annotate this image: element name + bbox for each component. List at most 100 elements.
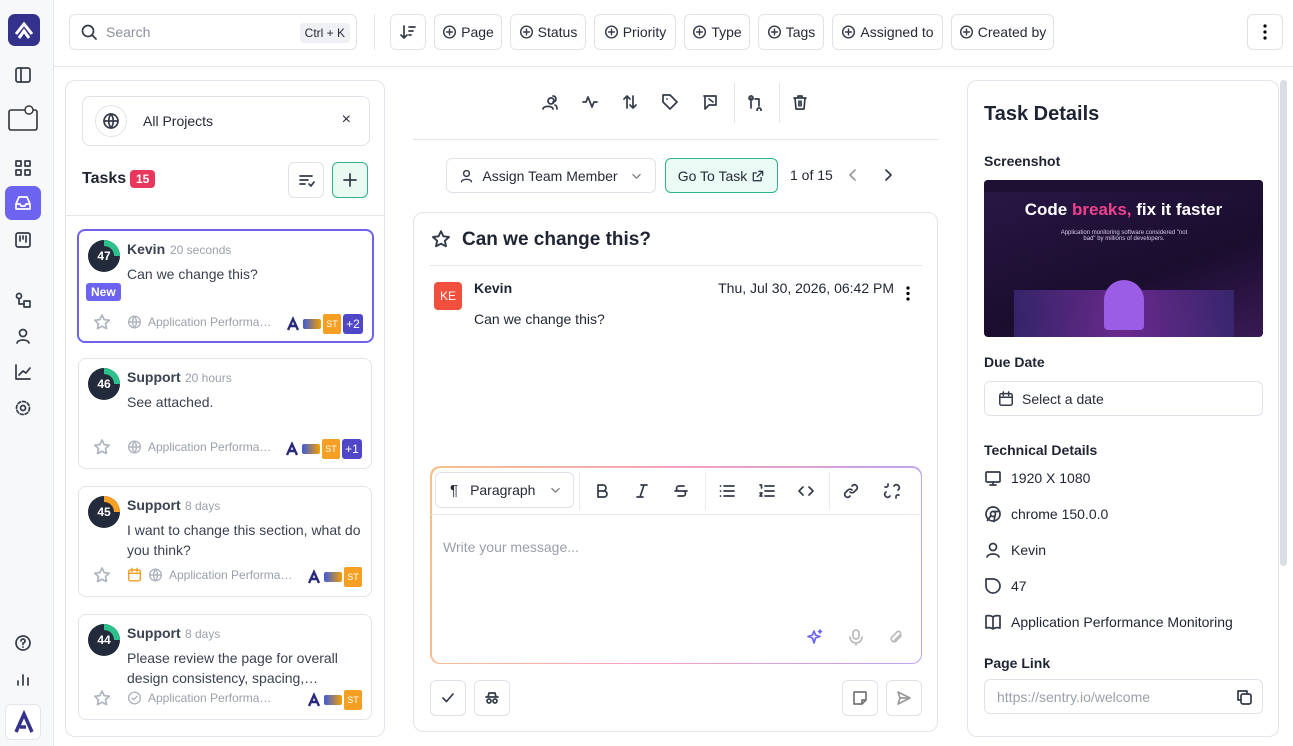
more-assignees: +1 [342, 439, 362, 459]
task-meta: Application Performa… [93, 689, 271, 707]
more-button[interactable] [1247, 14, 1283, 50]
format-button[interactable] [883, 482, 901, 505]
search-box[interactable]: Search Ctrl + K [69, 14, 357, 50]
task-card[interactable]: 44 Support 8 days Please review the page… [78, 614, 372, 720]
assignees: ST [306, 690, 362, 710]
project-select[interactable]: All Projects × [82, 96, 370, 146]
format-button[interactable] [633, 482, 651, 505]
message-text: Can we change this? [474, 311, 605, 327]
send-button[interactable] [886, 680, 922, 716]
filter-label: Tags [785, 24, 816, 40]
task-meta: Application Performa… [93, 438, 271, 456]
task-panel [65, 80, 385, 737]
mic-button[interactable] [847, 628, 865, 646]
sort-button[interactable] [390, 14, 426, 50]
tech-row: 1920 X 1080 [984, 469, 1090, 487]
assignee: ST [344, 690, 362, 710]
score: 47 [97, 249, 111, 263]
nav-icon[interactable] [14, 363, 32, 381]
filter-chip[interactable]: Priority [594, 14, 676, 50]
filter-chip[interactable]: Page [434, 14, 502, 50]
tech-value: 1920 X 1080 [1011, 470, 1091, 486]
format-button[interactable] [842, 482, 860, 505]
task-author: Kevin [127, 241, 166, 257]
assignee: ST [322, 439, 340, 459]
format-button[interactable] [758, 482, 776, 505]
details-panel [967, 80, 1279, 737]
filter-chip[interactable]: Created by [951, 14, 1054, 50]
format-button[interactable] [593, 482, 611, 505]
nav-icon[interactable] [14, 291, 32, 309]
tool-button[interactable] [701, 93, 719, 116]
tasks-count: 15 [130, 170, 156, 188]
task-card[interactable]: 46 Support 20 hours See attached. Applic… [78, 358, 372, 469]
assign-text: Assign Team Member [482, 167, 618, 184]
screenshot-subtitle: Application monitoring software consider… [1060, 230, 1188, 242]
score: 44 [97, 633, 111, 647]
nav-icon[interactable] [14, 159, 32, 177]
logo[interactable] [8, 14, 40, 46]
tool-button[interactable] [791, 93, 809, 116]
nav-icon[interactable] [14, 634, 32, 652]
attach-button[interactable] [887, 628, 905, 646]
message-menu[interactable] [906, 286, 910, 301]
task-card[interactable]: 47 Kevin 20 seconds Can we change this? … [77, 229, 374, 343]
score-ring [88, 240, 120, 272]
format-button[interactable] [797, 482, 815, 505]
filter-chip[interactable]: Tags [758, 14, 824, 50]
tech-row: Kevin [984, 541, 1046, 559]
nav-active[interactable] [5, 186, 41, 220]
filter-chip[interactable]: Assigned to [832, 14, 943, 50]
format-button[interactable] [672, 482, 690, 505]
nav-icon[interactable] [6, 102, 40, 136]
nav-icon[interactable] [14, 66, 32, 84]
next-button[interactable] [879, 166, 897, 184]
label: Technical Details [984, 442, 1098, 458]
filter-label: Assigned to [860, 24, 934, 40]
filter-label: Page [461, 24, 494, 40]
icon [636, 484, 648, 498]
icon [748, 95, 762, 113]
tool-button[interactable] [581, 93, 599, 116]
format-button[interactable] [718, 482, 736, 505]
scrollbar[interactable] [1280, 80, 1287, 566]
note-button[interactable] [842, 680, 878, 716]
nav-icon[interactable] [14, 670, 32, 688]
star[interactable] [431, 229, 451, 249]
message-placeholder[interactable]: Write your message... [443, 539, 579, 555]
prev-button[interactable] [844, 166, 862, 184]
format-text: Paragraph [470, 482, 536, 498]
task-title: Can we change this? [462, 229, 651, 250]
divider [374, 14, 375, 50]
format-select[interactable]: ¶ Paragraph [435, 472, 574, 508]
nav-icon[interactable] [14, 399, 32, 417]
page-link[interactable]: https://sentry.io/welcome [984, 679, 1263, 714]
filter-label: Created by [977, 24, 1047, 40]
task-time: 20 seconds [170, 243, 232, 257]
nav-icon[interactable] [14, 327, 32, 345]
filter-chip[interactable]: Status [510, 14, 586, 50]
assign-button[interactable]: Assign Team Member [446, 158, 656, 193]
icon [793, 95, 807, 110]
date-picker[interactable]: Select a date [984, 381, 1263, 416]
avatar: KE [434, 282, 462, 310]
pager: 1 of 15 [790, 167, 833, 183]
private-button[interactable] [474, 680, 510, 716]
task-card[interactable]: 45 Support 8 days I want to change this … [78, 486, 372, 597]
task-author: Support [127, 625, 181, 641]
screenshot[interactable]: Code breaks, fix it faster Application m… [984, 180, 1263, 337]
page-link-text: https://sentry.io/welcome [997, 688, 1151, 705]
tool-button[interactable] [661, 93, 679, 116]
filter-chip[interactable]: Type [684, 14, 750, 50]
nav-icon[interactable] [14, 231, 32, 249]
tool-button[interactable] [746, 93, 764, 116]
tool-button[interactable] [541, 93, 559, 116]
resolve-button[interactable] [430, 680, 466, 716]
filter-button[interactable] [288, 162, 324, 198]
add-button[interactable] [332, 162, 368, 198]
tool-button[interactable] [621, 93, 639, 116]
ai-button[interactable] [806, 628, 824, 646]
goto-button[interactable]: Go To Task [665, 158, 778, 193]
tech-row: 47 [984, 577, 1027, 595]
icon [798, 486, 814, 496]
